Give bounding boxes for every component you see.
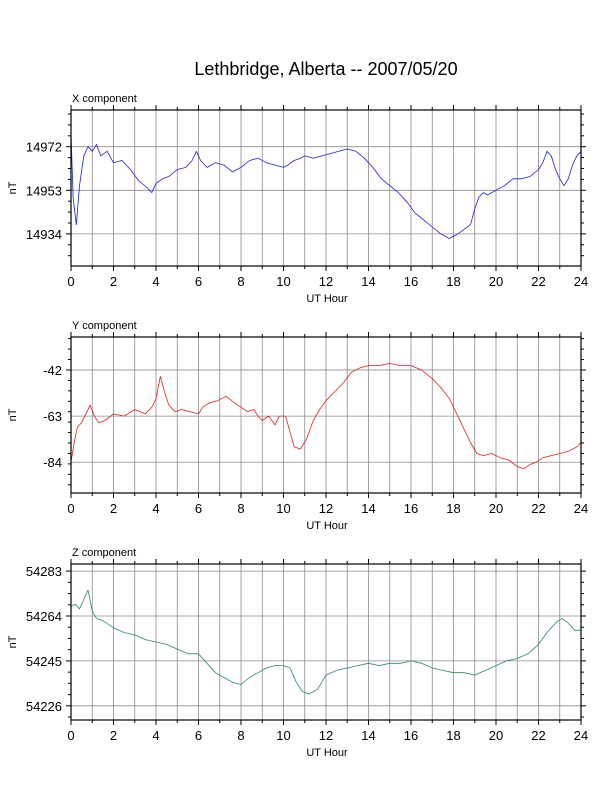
y-component-y-tick-label: -84 [43, 455, 62, 470]
x-component-x-tick-label: 4 [152, 274, 159, 289]
y-component-x-tick-label: 18 [446, 501, 460, 516]
z-component-x-tick-label: 12 [319, 728, 333, 743]
x-component-y-axis-label: nT [7, 181, 19, 194]
x-component-y-tick-label: 14972 [26, 140, 62, 155]
y-component-x-tick-label: 6 [195, 501, 202, 516]
z-component-y-tick-label: 54264 [26, 609, 62, 624]
x-component-series-line [70, 132, 582, 239]
y-component-x-tick-label: 10 [276, 501, 290, 516]
x-component-x-tick-label: 10 [276, 274, 290, 289]
y-component-series-line [70, 363, 582, 470]
y-component-title: Y component [72, 320, 137, 332]
x-component-x-tick-label: 16 [404, 274, 418, 289]
y-component-y-tick-label: -42 [43, 363, 62, 378]
z-component-x-tick-label: 16 [404, 728, 418, 743]
x-component-y-tick-label: 14953 [26, 183, 62, 198]
x-component-x-axis-label: UT Hour [306, 293, 348, 305]
y-component-x-tick-label: 22 [531, 501, 545, 516]
z-component-x-tick-label: 2 [110, 728, 117, 743]
x-component-x-tick-label: 18 [446, 274, 460, 289]
z-component-x-axis-label: UT Hour [306, 747, 348, 759]
z-component-x-tick-label: 8 [237, 728, 244, 743]
z-component-x-tick-label: 14 [361, 728, 375, 743]
y-component-x-tick-label: 20 [489, 501, 503, 516]
z-component-x-tick-label: 22 [531, 728, 545, 743]
z-component-x-tick-label: 0 [67, 728, 74, 743]
z-component-x-tick-label: 10 [276, 728, 290, 743]
z-component-x-tick-label: 6 [195, 728, 202, 743]
z-component-y-tick-label: 54283 [26, 564, 62, 579]
y-component-x-tick-label: 14 [361, 501, 375, 516]
z-component-series-line [70, 589, 581, 695]
x-component-x-tick-label: 0 [67, 274, 74, 289]
z-component-x-tick-label: 24 [574, 728, 588, 743]
x-component-y-tick-label: 14934 [26, 227, 62, 242]
x-component-x-tick-label: 24 [574, 274, 588, 289]
x-component-x-tick-label: 2 [110, 274, 117, 289]
z-component-x-tick-label: 4 [152, 728, 159, 743]
z-component-y-axis-label: nT [7, 635, 19, 648]
x-component-x-tick-label: 22 [531, 274, 545, 289]
x-component-title: X component [72, 93, 137, 105]
z-component-y-tick-label: 54226 [26, 699, 62, 714]
y-component-y-axis-label: nT [7, 408, 19, 421]
y-component-x-tick-label: 0 [67, 501, 74, 516]
z-component-y-tick-label: 54245 [26, 654, 62, 669]
y-component-x-tick-label: 8 [237, 501, 244, 516]
x-component-x-tick-label: 14 [361, 274, 375, 289]
x-component-x-tick-label: 12 [319, 274, 333, 289]
y-component-y-tick-label: -63 [43, 409, 62, 424]
page-title: Lethbridge, Alberta -- 2007/05/20 [194, 59, 457, 79]
y-component-x-tick-label: 24 [574, 501, 588, 516]
y-component-x-tick-label: 2 [110, 501, 117, 516]
y-component-x-tick-label: 12 [319, 501, 333, 516]
x-component-x-tick-label: 6 [195, 274, 202, 289]
x-component-x-tick-label: 20 [489, 274, 503, 289]
x-component-x-tick-label: 8 [237, 274, 244, 289]
z-component-title: Z component [72, 547, 136, 559]
y-component-x-tick-label: 4 [152, 501, 159, 516]
y-component-x-tick-label: 16 [404, 501, 418, 516]
z-component-x-tick-label: 18 [446, 728, 460, 743]
y-component-x-axis-label: UT Hour [306, 520, 348, 532]
z-component-x-tick-label: 20 [489, 728, 503, 743]
